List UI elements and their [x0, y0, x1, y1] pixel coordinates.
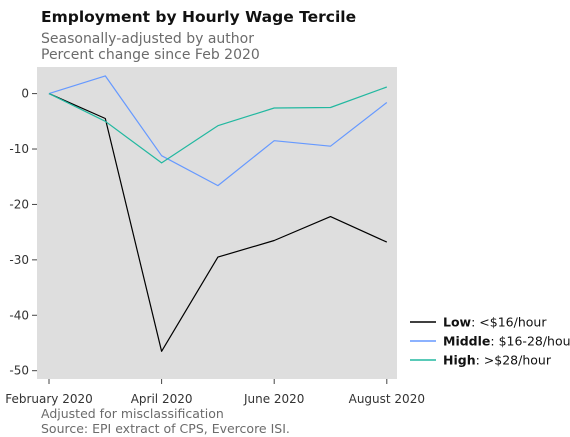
legend-label-low: Low: <$16/hour [443, 315, 547, 330]
y-tick-label: 0 [21, 87, 29, 101]
x-axis: February 2020 April 2020 June 2020 August 2… [5, 379, 425, 406]
x-tick-label: August 2020 [349, 392, 425, 406]
series-line-high [48, 86, 388, 164]
series-line-low [48, 93, 388, 352]
x-tick-label: February 2020 [5, 392, 93, 406]
chart-title: Employment by Hourly Wage Tercile [41, 8, 356, 26]
series-lines [48, 75, 388, 352]
legend-label-high: High: >$28/hour [443, 353, 552, 368]
legend-series-name: High [443, 353, 476, 368]
x-tick-label: April 2020 [131, 392, 193, 406]
legend-series-range: : <$16/hour [471, 315, 547, 330]
chart-subtitle-line-2: Percent change since Feb 2020 [41, 47, 260, 63]
plot-panel [37, 67, 397, 379]
chart-subtitle-line-1: Seasonally-adjusted by author [41, 31, 254, 47]
caption-line-1: Adjusted for misclassification [41, 406, 224, 421]
x-tick-label: June 2020 [243, 392, 305, 406]
y-axis: 0 -10 -20 -30 -40 -50 [9, 87, 37, 378]
y-tick-label: -20 [9, 197, 29, 211]
legend-series-name: Middle [443, 334, 490, 349]
y-tick-label: -10 [9, 142, 29, 156]
series-line-middle [48, 75, 388, 187]
y-tick-label: -30 [9, 253, 29, 267]
y-tick-label: -40 [9, 308, 29, 322]
legend: Low: <$16/hour Middle: $16-28/hour High: >… [410, 315, 570, 368]
caption-line-2: Source: EPI extract of CPS, Evercore ISI… [41, 421, 290, 436]
legend-label-middle: Middle: $16-28/hour [443, 334, 570, 349]
legend-series-range: : $16-28/hour [490, 334, 570, 349]
legend-series-range: : >$28/hour [476, 353, 552, 368]
legend-series-name: Low [443, 315, 472, 330]
y-tick-label: -50 [9, 364, 29, 378]
